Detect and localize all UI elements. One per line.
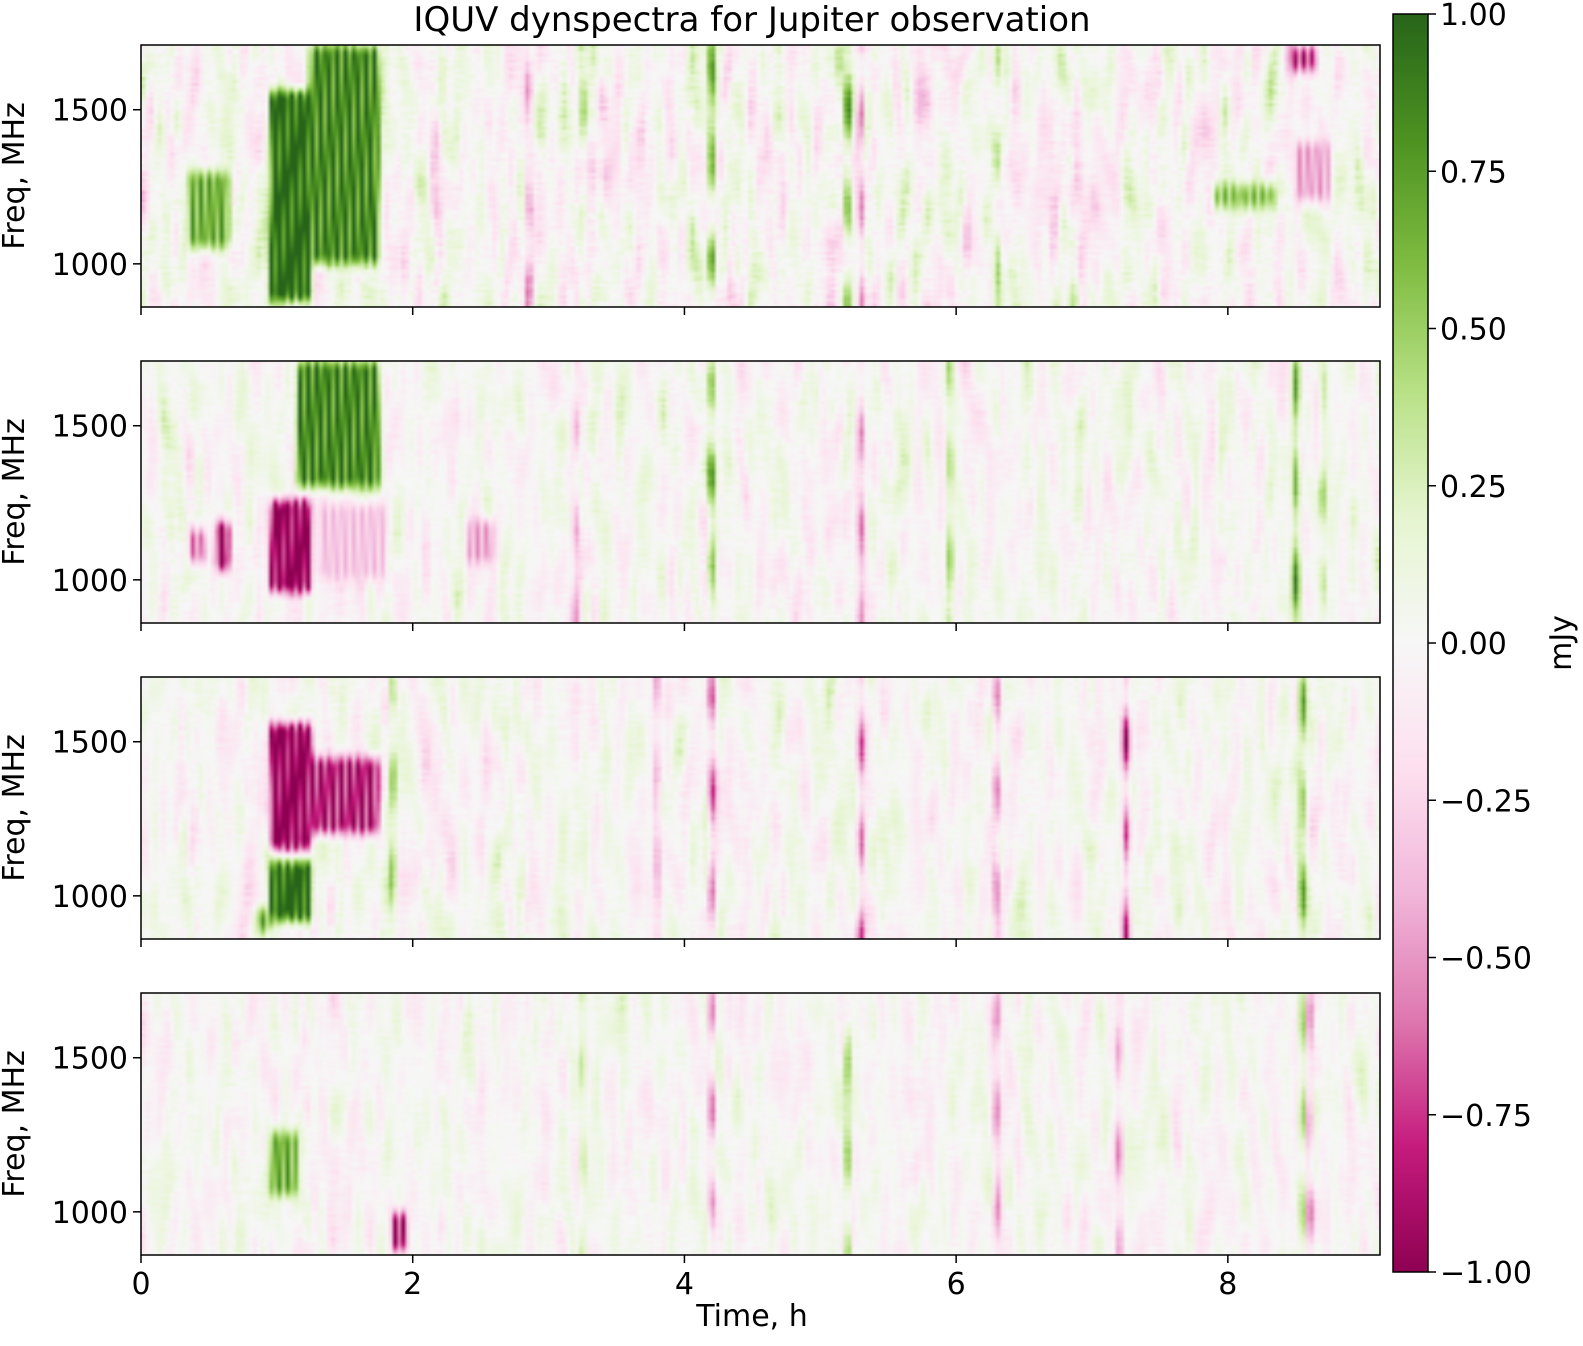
- colorbar-tick-label: −0.25: [1440, 784, 1532, 819]
- y-axis-label: Freq, MHz: [0, 734, 32, 882]
- y-tick-label: 1000: [52, 564, 128, 599]
- y-tick-label: 1500: [52, 410, 128, 445]
- x-tick-label: 4: [675, 1267, 694, 1302]
- y-tick-label: 1000: [52, 248, 128, 283]
- x-axis-label: Time, h: [695, 1299, 808, 1334]
- panel-frame: [140, 676, 1381, 940]
- x-tick-label: 6: [947, 1267, 966, 1302]
- colorbar-tick-label: −0.75: [1440, 1099, 1532, 1134]
- panels-layer: 1000 1500 Freq, MHz 1000 1500 Freq, MHz 1000 15…: [0, 44, 1381, 1263]
- y-axis-label: Freq, MHz: [0, 102, 32, 250]
- chart-title: IQUV dynspectra for Jupiter observation: [413, 0, 1090, 40]
- y-tick-label: 1500: [52, 94, 128, 129]
- colorbar-tick-label: 0.50: [1440, 313, 1507, 348]
- y-tick-label: 1500: [52, 1042, 128, 1077]
- colorbar-gradient: [1392, 13, 1429, 1273]
- panel-stokes-q: 1000 1500 Freq, MHz: [0, 360, 1381, 631]
- heatmap-stokes-u: [141, 677, 1380, 939]
- x-tick-label: 8: [1218, 1267, 1237, 1302]
- x-tick-label: 2: [403, 1267, 422, 1302]
- heatmap-stokes-q: [141, 361, 1380, 623]
- panel-stokes-u: 1000 1500 Freq, MHz: [0, 676, 1381, 947]
- panel-frame: [140, 992, 1381, 1256]
- y-axis-label: Freq, MHz: [0, 418, 32, 566]
- y-tick-label: 1500: [52, 726, 128, 761]
- y-tick-label: 1000: [52, 880, 128, 915]
- panel-stokes-v: 1000 1500 Freq, MHz: [0, 992, 1381, 1263]
- panel-frame: [140, 44, 1381, 308]
- colorbar-tick-label: 1.00: [1440, 0, 1507, 33]
- panel-frame: [140, 360, 1381, 624]
- colorbar-tick-label: −0.50: [1440, 942, 1532, 977]
- panel-stokes-i: 1000 1500 Freq, MHz: [0, 44, 1381, 315]
- x-tick-label: 0: [131, 1267, 150, 1302]
- colorbar-tick-label: 0.75: [1440, 155, 1507, 190]
- heatmap-stokes-i: [141, 45, 1380, 307]
- y-axis-label: Freq, MHz: [0, 1050, 32, 1198]
- x-axis: Time, h 0 2 4 6 8: [131, 1267, 1237, 1334]
- colorbar: 1.00 0.75 0.50 0.25 0.00 −0.25 −0.50 −0.75 −1.00…: [1392, 0, 1579, 1291]
- colorbar-tick-label: −1.00: [1440, 1256, 1532, 1291]
- colorbar-tick-label: 0.25: [1440, 470, 1507, 505]
- heatmap-stokes-v: [141, 993, 1380, 1255]
- colorbar-ticks: 1.00 0.75 0.50 0.25 0.00 −0.25 −0.50 −0.75 −1.00: [1428, 0, 1532, 1291]
- colorbar-label: mJy: [1544, 615, 1579, 671]
- y-tick-label: 1000: [52, 1196, 128, 1231]
- colorbar-tick-label: 0.00: [1440, 627, 1507, 662]
